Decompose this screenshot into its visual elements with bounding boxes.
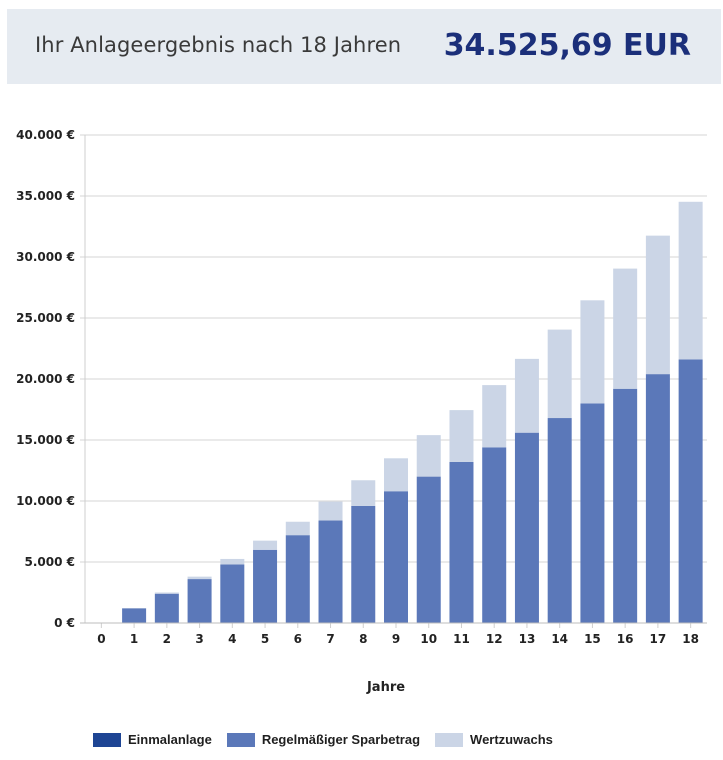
bar-wertzuwachs [449,410,474,462]
x-tick-label: 13 [519,632,536,646]
savings-bar-chart: 0 € 5.000 € 10.000 € 15.000 € 20.000 € 25.000… [16,128,707,695]
bar-sparbetrag [416,476,441,623]
bar-wertzuwachs [580,300,605,404]
x-tick-label: 15 [584,632,601,646]
legend-item-wertzuwachs[interactable]: Wertzuwachs [435,732,553,747]
bar-wertzuwachs [482,385,507,448]
bar-sparbetrag [678,359,703,623]
bar-wertzuwachs [187,576,212,580]
bar-sparbetrag [449,461,474,623]
bar-sparbetrag [613,388,638,623]
bar-sparbetrag [187,579,212,623]
bar-wertzuwachs [253,540,278,550]
x-tick-label: 14 [551,632,568,646]
legend-swatch-einmalanlage [93,732,121,747]
bar-wertzuwachs [416,435,441,477]
y-tick-label: 40.000 € [16,128,75,142]
y-tick-label: 5.000 € [25,555,75,569]
x-tick-label: 16 [617,632,634,646]
bar-wertzuwachs [547,329,572,419]
bar-wertzuwachs [678,201,703,360]
bar-wertzuwachs [351,480,376,506]
legend-item-sparbetrag[interactable]: Regelmäßiger Sparbetrag [226,732,421,747]
chart-legend: Einmalanlage Regelmäßiger Sparbetrag Wer… [93,732,568,747]
legend-label-wertzuwachs: Wertzuwachs [470,732,553,747]
y-tick-label: 15.000 € [16,433,75,447]
bar-wertzuwachs [318,501,343,521]
bar-wertzuwachs [645,235,670,375]
y-tick-label: 10.000 € [16,494,75,508]
bar-sparbetrag [220,564,245,623]
y-tick-label: 20.000 € [16,372,75,386]
x-tick-label: 9 [392,632,400,646]
bar-sparbetrag [154,593,179,623]
bar-sparbetrag [285,535,310,623]
x-tick-label: 17 [650,632,667,646]
bar-sparbetrag [384,491,408,623]
result-value: 34.525,69 EUR [443,28,691,63]
result-title: Ihr Anlageergebnis nach 18 Jahren [35,33,402,57]
x-tick-label: 7 [326,632,334,646]
result-header: Ihr Anlageergebnis nach 18 Jahren 34.525… [7,9,721,84]
x-tick-label: 11 [453,632,470,646]
x-tick-label: 10 [420,632,437,646]
bar-wertzuwachs [384,458,408,492]
x-tick-label: 0 [97,632,105,646]
bar-sparbetrag [253,549,278,623]
bar-wertzuwachs [514,358,539,433]
bar-sparbetrag [580,403,605,623]
x-tick-label: 18 [682,632,699,646]
legend-swatch-sparbetrag [226,732,255,747]
y-tick-label: 35.000 € [16,189,75,203]
bar-wertzuwachs [220,558,245,565]
bar-sparbetrag [122,608,147,623]
bar-wertzuwachs [613,268,638,389]
legend-swatch-wertzuwachs [435,732,464,747]
y-tick-label: 25.000 € [16,311,75,325]
bar-wertzuwachs [154,592,179,594]
bar-sparbetrag [514,432,539,623]
y-tick-label: 0 € [54,616,75,630]
x-tick-label: 8 [359,632,367,646]
x-tick-label: 4 [228,632,236,646]
bar-sparbetrag [482,447,507,623]
bar-wertzuwachs [285,521,310,536]
x-tick-label: 3 [195,632,203,646]
y-tick-label: 30.000 € [16,250,75,264]
bar-sparbetrag [645,374,670,623]
x-tick-label: 2 [163,632,171,646]
legend-label-einmalanlage: Einmalanlage [128,732,212,747]
bar-sparbetrag [318,520,343,623]
x-tick-label: 1 [130,632,138,646]
bar-sparbetrag [351,505,376,623]
x-tick-label: 6 [294,632,302,646]
bar-sparbetrag [547,418,572,623]
x-tick-label: 5 [261,632,269,646]
x-tick-label: 12 [486,632,503,646]
x-axis-title: Jahre [366,680,405,695]
legend-item-einmalanlage[interactable]: Einmalanlage [93,732,212,747]
legend-label-sparbetrag: Regelmäßiger Sparbetrag [261,732,421,747]
